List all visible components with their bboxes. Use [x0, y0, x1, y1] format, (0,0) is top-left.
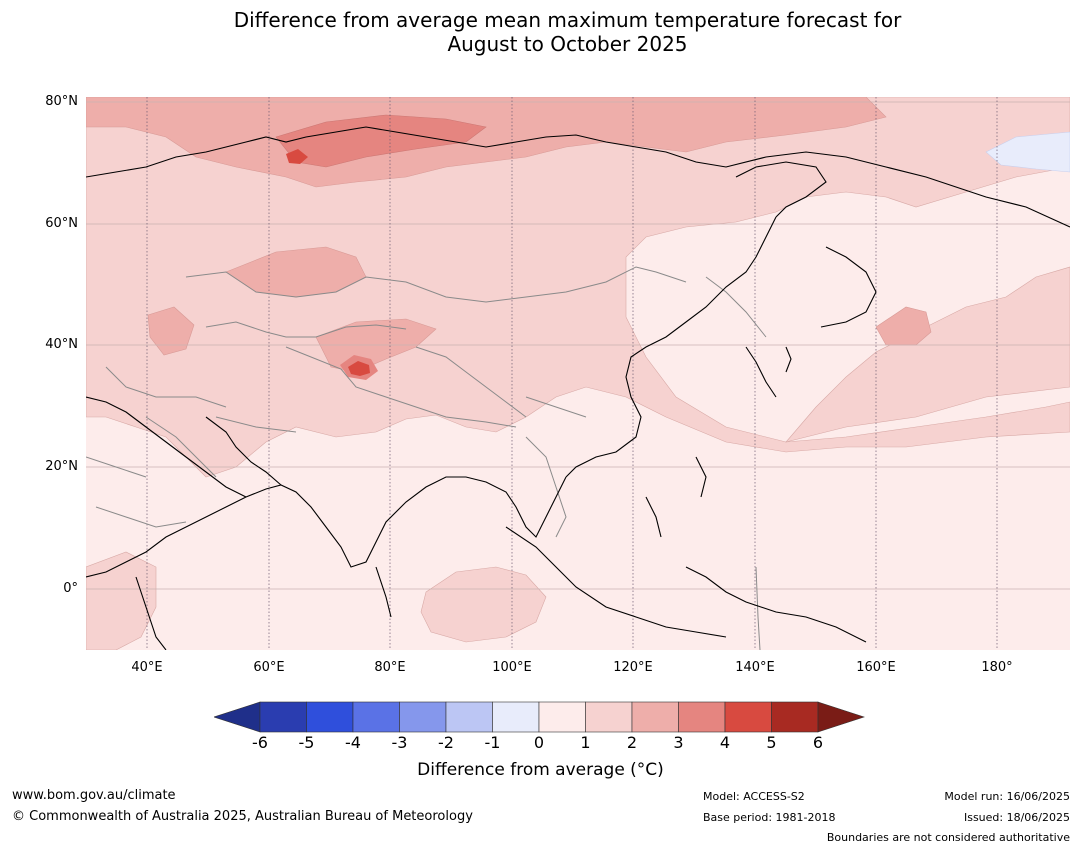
- anomaly-4-5-north: [286, 149, 308, 164]
- anomaly-1-2-indian-ocean: [420, 566, 547, 643]
- colorbar-tick-label: 5: [766, 733, 777, 752]
- colorbar-cell: [306, 701, 354, 733]
- footer-copyright: © Commonwealth of Australia 2025, Austra…: [12, 809, 473, 824]
- footer-issued: Issued: 18/06/2025: [963, 811, 1070, 824]
- title-line-1: Difference from average mean maximum tem…: [233, 8, 902, 32]
- colorbar-tick-label: -4: [345, 733, 361, 752]
- colorbar-extend-high: [817, 701, 865, 733]
- anomaly-1-2-pacific: [785, 266, 1070, 443]
- map-title: Difference from average mean maximum tem…: [0, 8, 1081, 56]
- colorbar-tick-label: -2: [438, 733, 454, 752]
- colorbar-tick-label: -5: [298, 733, 315, 752]
- colorbar-tick-label: 0: [533, 733, 545, 752]
- forecast-map: [86, 97, 1070, 650]
- colorbar-tick-label: 6: [812, 733, 824, 752]
- colorbar-cell: [771, 701, 819, 733]
- colorbar-cell: [445, 701, 493, 733]
- lon-label-140e: 140°E: [735, 660, 775, 675]
- colorbar-cell: [585, 701, 633, 733]
- footer-model-run: Model run: 16/06/2025: [944, 790, 1070, 803]
- colorbar-tick-label: 2: [626, 733, 638, 752]
- lon-label-40e: 40°E: [131, 660, 163, 675]
- longitude-gridlines: [146, 97, 998, 650]
- lon-label-80e: 80°E: [374, 660, 406, 675]
- colorbar-label: Difference from average (°C): [417, 760, 664, 780]
- colorbar-tick-label: -3: [391, 733, 408, 752]
- lon-label-120e: 120°E: [613, 660, 653, 675]
- colorbar-cell: [492, 701, 540, 733]
- lon-label-160e: 160°E: [856, 660, 896, 675]
- colorbar-tick-label: 1: [580, 733, 591, 752]
- colorbar-extend-low: [214, 701, 261, 733]
- colorbar-tick-label: 3: [673, 733, 684, 752]
- colorbar-cell: [352, 701, 400, 733]
- lat-label-80n: 80°N: [45, 94, 78, 109]
- anomaly-2-3-caspian: [147, 306, 195, 356]
- country-borders: [86, 266, 767, 650]
- footer-disclaimer: Boundaries are not considered authoritat…: [826, 831, 1070, 844]
- colorbar-tick-label: 4: [719, 733, 731, 752]
- colorbar: [214, 701, 865, 733]
- colorbar-cell: [399, 701, 447, 733]
- latitude-gridlines: [86, 101, 1070, 590]
- footer-base-period: Base period: 1981-2018: [703, 811, 836, 824]
- lat-label-20n: 20°N: [45, 459, 78, 474]
- colorbar-cell: [259, 701, 307, 733]
- footer-model: Model: ACCESS-S2: [703, 790, 805, 803]
- footer-website[interactable]: www.bom.gov.au/climate: [12, 788, 176, 803]
- title-line-2: August to October 2025: [447, 32, 688, 56]
- anomaly-4-5-himalaya: [348, 361, 370, 376]
- lat-label-0: 0°: [63, 581, 78, 596]
- lat-label-40n: 40°N: [45, 337, 78, 352]
- colorbar-cell: [678, 701, 726, 733]
- lon-label-100e: 100°E: [492, 660, 532, 675]
- lon-label-60e: 60°E: [253, 660, 285, 675]
- coastlines: [86, 126, 1070, 650]
- colorbar-tick-label: -6: [252, 733, 268, 752]
- anomaly-1-2-africa: [86, 551, 157, 650]
- colorbar-cell: [631, 701, 679, 733]
- colorbar-cell: [724, 701, 772, 733]
- lat-label-60n: 60°N: [45, 216, 78, 231]
- colorbar-cell: [538, 701, 586, 733]
- colorbar-tick-label: -1: [484, 733, 501, 752]
- anomaly-minus-1-0-patch: [985, 131, 1070, 173]
- anomaly-3-4-north: [275, 114, 487, 168]
- lon-label-180: 180°: [981, 660, 1013, 675]
- anomaly-2-3-arctic: [86, 97, 887, 188]
